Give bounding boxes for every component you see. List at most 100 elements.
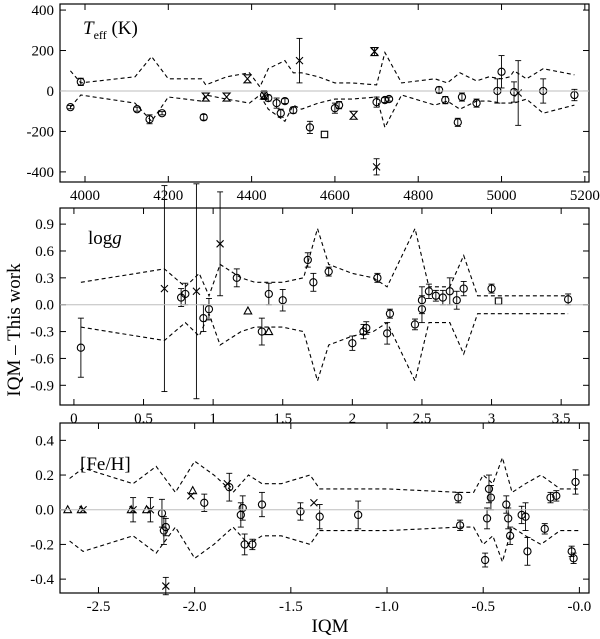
feh-point-circle — [521, 512, 530, 521]
teff-point-hourglass — [221, 92, 232, 102]
logg-panel: logg 0 0.5 1 1.5 2 2.5 3 3.5 -0.9 -0.6 -0.3 0.0 0.3 0… — [30, 183, 590, 427]
feh-x-tick-label: -0.5 — [471, 599, 495, 615]
feh-point-circle — [505, 531, 515, 540]
teff-point-circle — [441, 95, 450, 105]
logg-x-tick-label: 1 — [209, 411, 217, 427]
feh-x-axis-label: IQM — [312, 616, 349, 637]
logg-point-circle — [445, 287, 454, 296]
feh-y-tick-label: 0.0 — [35, 503, 54, 519]
teff-point-circle — [276, 109, 285, 118]
feh-point-cross — [310, 498, 318, 507]
logg-point-triangle — [264, 326, 274, 336]
teff-point-circle — [384, 94, 394, 104]
feh-envelope-upper — [69, 455, 580, 494]
feh-point-circle — [552, 491, 561, 501]
logg-y-tick-label: -0.3 — [30, 325, 54, 341]
logg-point-circle — [264, 289, 273, 299]
logg-point-circle — [362, 323, 371, 333]
feh-panel-title: [Fe/H] — [80, 454, 131, 475]
feh-point-circle — [257, 500, 267, 509]
logg-panel-title: logg — [88, 228, 122, 249]
logg-point-cross — [192, 287, 201, 296]
teff-x-tick-label: 4600 — [320, 188, 350, 204]
logg-point-circle — [303, 255, 312, 265]
feh-point-circle — [482, 514, 492, 523]
feh-point-circle — [296, 507, 305, 516]
logg-plot-frame — [59, 207, 590, 406]
feh-point-circle — [480, 555, 490, 565]
logg-x-tick-label: 2 — [349, 411, 357, 427]
logg-y-tick-label: 0.0 — [35, 298, 54, 314]
logg-point-circle — [438, 293, 447, 302]
logg-point-circle — [324, 267, 333, 276]
teff-data-points — [66, 37, 579, 176]
feh-point-circle — [523, 547, 532, 556]
teff-point-circle — [76, 77, 85, 87]
feh-point-circle — [315, 512, 324, 521]
teff-point-circle — [334, 100, 344, 110]
teff-axis-ticks: 4000 4200 4400 4600 4800 5000 5200 -400 -200 0 200… — [27, 3, 600, 204]
logg-point-circle — [382, 329, 392, 338]
logg-point-circle — [199, 313, 208, 323]
logg-point-circle — [563, 295, 573, 304]
teff-y-tick-label: -200 — [27, 124, 55, 140]
logg-point-circle — [487, 284, 496, 293]
feh-point-circle — [486, 493, 496, 502]
logg-point-cross — [160, 284, 169, 293]
logg-y-tick-label: 0.9 — [35, 217, 54, 233]
teff-y-tick-label: 200 — [32, 44, 55, 60]
logg-point-circle — [257, 327, 267, 336]
logg-point-circle — [459, 284, 468, 293]
logg-point-circle — [410, 320, 420, 329]
teff-panel-title: Teff (K) — [83, 18, 138, 42]
logg-x-tick-label: 3.5 — [552, 411, 571, 427]
logg-point-square — [494, 297, 503, 305]
logg-data-points — [76, 183, 573, 400]
feh-point-circle — [248, 540, 257, 549]
teff-envelope — [69, 51, 575, 129]
teff-point-circle — [272, 98, 281, 108]
feh-x-tick-label: -0.0 — [568, 599, 592, 615]
feh-panel: [Fe/H] -2.5 -2.0 -1.5 -1.0 -0.5 -0.0 -0.4 -0.2 0… — [30, 422, 592, 637]
logg-point-circle — [424, 287, 434, 296]
logg-y-tick-label: 0.6 — [35, 244, 54, 260]
teff-point-hourglass — [201, 92, 211, 102]
teff-y-tick-label: 0 — [47, 84, 55, 100]
feh-point-circle — [455, 521, 465, 530]
feh-x-tick-label: -2.0 — [183, 599, 207, 615]
teff-panel: Teff (K) 4000 4200 4400 4600 4800 5000 5200-40… — [27, 3, 600, 204]
feh-plot-frame — [59, 422, 590, 594]
feh-point-circle — [454, 493, 463, 502]
teff-point-circle — [132, 105, 142, 114]
feh-point-circle — [354, 510, 363, 520]
teff-point-cross — [295, 56, 304, 65]
teff-x-tick-label: 4000 — [70, 188, 100, 204]
teff-point-cross — [372, 162, 381, 171]
feh-point-circle — [569, 554, 578, 563]
feh-point-circle — [161, 522, 170, 532]
feh-point-cross — [161, 582, 170, 590]
logg-point-circle — [204, 305, 214, 314]
logg-point-circle — [278, 296, 287, 305]
teff-x-tick-label: 5200 — [570, 188, 600, 204]
teff-point-circle — [380, 95, 390, 105]
teff-point-hourglass — [348, 110, 359, 120]
teff-point-circle — [434, 85, 444, 95]
logg-point-circle — [452, 296, 461, 305]
teff-y-tick-label: 400 — [32, 3, 55, 19]
teff-point-circle — [305, 123, 315, 132]
logg-point-circle — [232, 273, 241, 282]
feh-y-tick-label: -0.2 — [30, 537, 54, 553]
logg-x-tick-label: 3 — [488, 411, 496, 427]
teff-point-circle — [280, 96, 290, 106]
feh-point-triangle — [188, 485, 198, 495]
teff-point-circle — [157, 109, 167, 118]
logg-point-circle — [309, 278, 318, 287]
logg-envelope-upper — [80, 226, 569, 298]
teff-point-circle — [199, 113, 208, 122]
feh-point-circle — [571, 477, 580, 487]
feh-point-circle — [238, 503, 247, 513]
teff-x-tick-label: 4400 — [237, 188, 267, 204]
feh-point-circle — [504, 514, 513, 523]
feh-envelope-lower — [69, 526, 580, 564]
